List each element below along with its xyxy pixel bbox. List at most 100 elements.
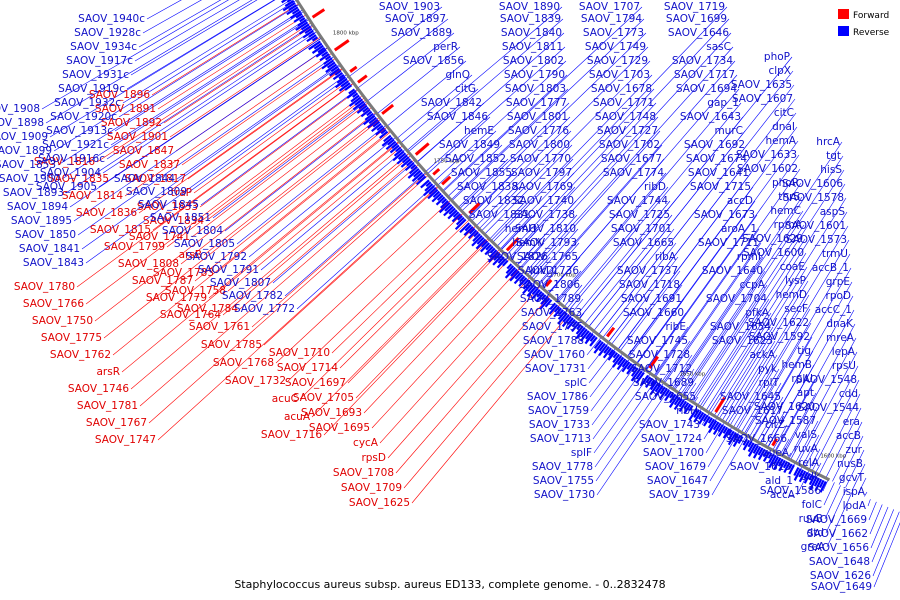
reverse-gene-label: SAOV_1919c — [58, 83, 125, 95]
reverse-gene-label-connector — [711, 435, 747, 496]
reverse-gene-mark — [391, 142, 398, 149]
reverse-gene-label: SAOV_1770 — [510, 153, 571, 165]
reverse-gene-mark — [752, 444, 760, 454]
reverse-gene-mark — [348, 96, 362, 107]
reverse-gene-label-connector — [548, 74, 738, 294]
reverse-gene-label: phoR — [772, 177, 799, 189]
reverse-gene-label-connector — [871, 509, 895, 563]
forward-gene-label-connector — [287, 212, 464, 382]
reverse-gene-label: SAOV_1797 — [511, 167, 572, 179]
reverse-gene-label-connector — [867, 499, 871, 507]
reverse-gene-label: SAOV_1760 — [524, 349, 585, 361]
reverse-gene-label-connector — [743, 253, 851, 435]
reverse-gene-label: SAOV_1894 — [7, 201, 68, 213]
reverse-gene-label: SAOV_1769 — [512, 181, 573, 193]
reverse-gene-label-connector — [529, 130, 661, 277]
reverse-gene-label: SAOV_1792 — [186, 251, 247, 263]
reverse-gene-label: gcvT — [839, 472, 865, 484]
reverse-gene-label: rpoD — [826, 290, 852, 302]
reverse-gene-label: SAOV_1629 — [742, 233, 803, 245]
reverse-gene-mark — [654, 385, 664, 398]
reverse-gene-mark — [411, 171, 423, 183]
reverse-gene-mark — [626, 362, 633, 370]
scale-tick-label: 1700 kbp — [550, 273, 576, 279]
forward-gene-label-connector — [166, 97, 365, 248]
reverse-gene-mark — [286, 6, 299, 16]
reverse-gene-mark — [678, 399, 685, 408]
forward-gene-label-connector — [227, 145, 404, 292]
reverse-gene-mark — [571, 322, 580, 333]
reverse-gene-label: nusB — [837, 458, 863, 470]
reverse-gene-mark — [455, 216, 465, 226]
reverse-gene-label: SAOV_1602 — [737, 163, 798, 175]
reverse-gene-mark — [417, 173, 425, 181]
scale-tick-label: 1750 kbp — [434, 158, 460, 164]
reverse-gene-mark — [281, 0, 288, 4]
reverse-gene-label-connector — [578, 56, 793, 320]
reverse-gene-label-connector — [741, 368, 780, 433]
reverse-gene-label-connector — [584, 214, 673, 324]
reverse-gene-mark — [688, 407, 698, 421]
reverse-gene-mark — [693, 409, 700, 418]
reverse-gene-mark — [385, 140, 397, 151]
reverse-gene-label: SAOV_1811 — [502, 41, 563, 53]
reverse-gene-label-connector — [617, 112, 797, 350]
forward-gene-label: SAOV_1625 — [349, 497, 410, 509]
reverse-gene-label: valS — [795, 429, 818, 441]
reverse-gene-mark — [393, 148, 403, 157]
legend-forward-label: Forward — [853, 11, 889, 21]
reverse-gene-mark — [473, 231, 480, 238]
reverse-gene-mark — [576, 323, 582, 330]
reverse-gene-label: accD — [727, 195, 753, 207]
reverse-gene-label: SAOV_1744 — [607, 195, 668, 207]
reverse-gene-label: SAOV_1890 — [499, 1, 560, 13]
forward-gene-label-connector — [94, 106, 373, 322]
reverse-gene-label-connector — [538, 144, 663, 286]
reverse-gene-mark — [366, 110, 373, 117]
forward-gene-label-connector — [239, 159, 415, 310]
reverse-gene-mark — [415, 175, 427, 186]
reverse-gene-label: SAOV_1845 — [138, 199, 199, 211]
reverse-gene-mark — [356, 104, 368, 114]
reverse-gene-label: SAOV_1548 — [796, 374, 857, 386]
reverse-gene-mark — [334, 78, 348, 89]
reverse-gene-label-connector — [594, 377, 658, 468]
reverse-gene-label-connector — [598, 84, 795, 335]
reverse-gene-mark — [313, 42, 323, 50]
reverse-gene-label: SAOV_1748 — [595, 111, 656, 123]
reverse-gene-label: ruvB — [799, 513, 823, 525]
reverse-gene-mark — [727, 432, 737, 446]
reverse-gene-label-connector — [735, 239, 850, 430]
reverse-gene-mark — [315, 48, 327, 58]
forward-gene-label: SAOV_1896 — [89, 89, 150, 101]
reverse-gene-mark — [362, 106, 370, 113]
reverse-gene-label: accB_1 — [812, 262, 849, 274]
reverse-gene-label-connector — [540, 242, 580, 288]
reverse-gene-label-connector — [802, 434, 820, 467]
forward-gene-label-connector — [323, 250, 502, 436]
reverse-gene-label-connector — [510, 102, 657, 260]
reverse-gene-label: SAOV_1810 — [515, 223, 576, 235]
reverse-gene-label-connector — [73, 47, 329, 222]
forward-gene-label: SAOV_1847 — [113, 145, 174, 157]
reverse-gene-label-connector — [626, 126, 798, 357]
reverse-gene-mark — [722, 428, 731, 439]
reverse-gene-label-connector — [348, 6, 443, 77]
reverse-gene-label-connector — [870, 506, 889, 549]
reverse-gene-label: citC — [774, 107, 794, 119]
reverse-gene-mark — [519, 275, 526, 283]
reverse-gene-label-connector — [53, 0, 297, 152]
reverse-gene-label: SAOV_1701 — [611, 223, 672, 235]
reverse-gene-label-connector — [822, 479, 829, 492]
reverse-gene-label: SAOV_1803 — [505, 83, 566, 95]
reverse-gene-mark — [540, 294, 547, 301]
forward-gene-mark — [432, 167, 441, 176]
reverse-gene-label: SAOV_1666 — [726, 433, 787, 445]
reverse-gene-label-connector — [130, 0, 258, 76]
reverse-gene-label: thrS — [778, 191, 800, 203]
forward-gene-mark — [349, 65, 358, 73]
legend-reverse-swatch — [838, 26, 849, 36]
reverse-gene-label: SAOV_1586 — [760, 485, 821, 497]
reverse-gene-mark — [557, 310, 566, 320]
